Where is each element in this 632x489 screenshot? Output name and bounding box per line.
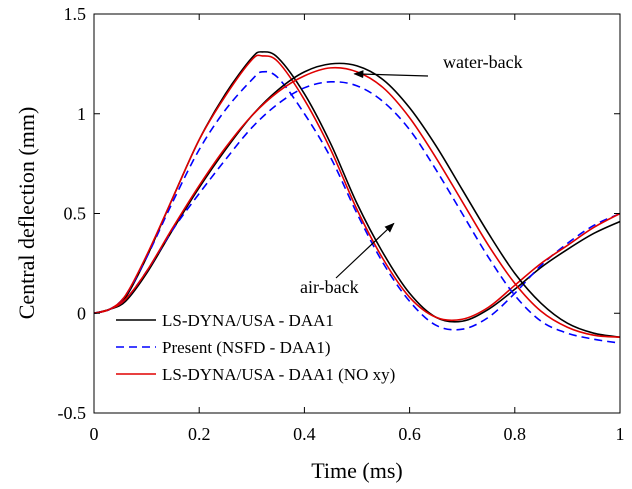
y-axis-title: Central deflection (mm) bbox=[14, 107, 39, 320]
legend: LS-DYNA/USA - DAA1 Present (NSFD - DAA1) L… bbox=[116, 311, 395, 384]
y-tick-label: 0 bbox=[77, 303, 86, 323]
y-tick-label: 1 bbox=[77, 104, 86, 124]
x-tick-label: 0.4 bbox=[293, 424, 316, 444]
legend-label: LS-DYNA/USA - DAA1 bbox=[162, 311, 334, 330]
x-tick-label: 0 bbox=[90, 424, 99, 444]
x-axis-title: Time (ms) bbox=[311, 458, 402, 483]
annotation-arrow bbox=[353, 70, 429, 79]
series-line-air-back-present-nsfd-daa1- bbox=[93, 70, 621, 331]
legend-label: Present (NSFD - DAA1) bbox=[162, 338, 331, 357]
x-tick-label: 1 bbox=[616, 424, 625, 444]
ticks bbox=[93, 13, 621, 414]
plot-lines bbox=[93, 51, 621, 344]
y-tick-label: 0.5 bbox=[64, 204, 87, 224]
y-tick-label: -0.5 bbox=[58, 403, 87, 423]
series-line-air-back-ls-dyna-usa-daa1-no-xy- bbox=[93, 54, 621, 322]
annotation-label: air-back bbox=[300, 277, 359, 297]
x-tick-label: 0.8 bbox=[504, 424, 527, 444]
annotations: water-back air-back bbox=[300, 52, 523, 297]
x-tick-label: 0.2 bbox=[188, 424, 211, 444]
tick-labels: 0 0.2 0.4 0.6 0.8 1-0.500.511.5 bbox=[58, 4, 625, 444]
series-line-water-back-ls-dyna-usa-daa1-no-xy- bbox=[93, 66, 621, 338]
annotation-arrow bbox=[335, 222, 395, 279]
legend-label: LS-DYNA/USA - DAA1 (NO xy) bbox=[162, 365, 395, 384]
annotation-label: water-back bbox=[443, 52, 523, 72]
x-tick-label: 0.6 bbox=[398, 424, 421, 444]
y-tick-label: 1.5 bbox=[64, 4, 87, 24]
